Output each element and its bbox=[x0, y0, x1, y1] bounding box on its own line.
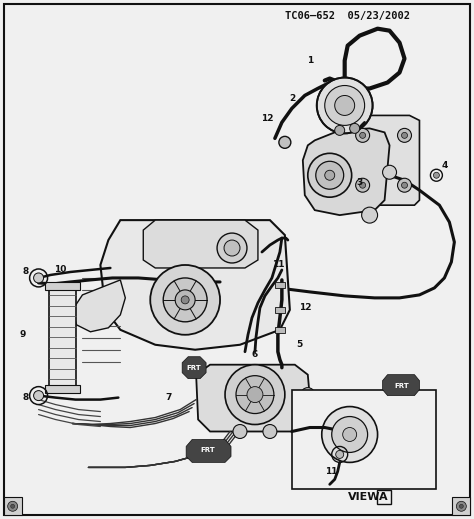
Text: 11: 11 bbox=[272, 261, 284, 269]
Circle shape bbox=[459, 504, 463, 508]
Text: 12: 12 bbox=[261, 114, 273, 123]
Bar bbox=[452, 497, 470, 515]
Circle shape bbox=[263, 425, 277, 439]
Text: 2: 2 bbox=[290, 94, 296, 103]
Polygon shape bbox=[182, 357, 206, 379]
Text: TC06–652  05/23/2002: TC06–652 05/23/2002 bbox=[285, 11, 410, 21]
Circle shape bbox=[356, 128, 370, 142]
Circle shape bbox=[401, 132, 408, 139]
Bar bbox=[292, 390, 437, 489]
Circle shape bbox=[279, 136, 291, 148]
Text: 7: 7 bbox=[165, 393, 172, 402]
Circle shape bbox=[335, 95, 355, 115]
Polygon shape bbox=[143, 220, 258, 268]
Circle shape bbox=[217, 233, 247, 263]
Bar bbox=[45, 282, 81, 290]
Circle shape bbox=[350, 124, 360, 133]
Circle shape bbox=[401, 182, 408, 188]
Circle shape bbox=[332, 417, 368, 453]
Polygon shape bbox=[73, 280, 125, 332]
Circle shape bbox=[398, 128, 411, 142]
Bar bbox=[275, 327, 285, 333]
Circle shape bbox=[322, 406, 378, 462]
Circle shape bbox=[456, 501, 466, 511]
Text: VIEW: VIEW bbox=[348, 493, 381, 502]
Circle shape bbox=[317, 77, 373, 133]
Polygon shape bbox=[350, 115, 419, 205]
Circle shape bbox=[163, 278, 207, 322]
Circle shape bbox=[325, 86, 365, 126]
Text: 9: 9 bbox=[19, 330, 26, 339]
Polygon shape bbox=[383, 375, 419, 395]
Text: 11: 11 bbox=[326, 467, 338, 476]
Circle shape bbox=[8, 501, 18, 511]
Text: 6: 6 bbox=[252, 350, 258, 359]
Circle shape bbox=[34, 391, 44, 401]
Circle shape bbox=[236, 376, 274, 414]
Circle shape bbox=[360, 182, 365, 188]
Circle shape bbox=[398, 178, 411, 192]
Text: 8: 8 bbox=[22, 267, 29, 277]
Text: 10: 10 bbox=[55, 266, 67, 275]
Circle shape bbox=[316, 161, 344, 189]
Circle shape bbox=[175, 290, 195, 310]
Polygon shape bbox=[303, 128, 390, 215]
Circle shape bbox=[360, 132, 365, 139]
Circle shape bbox=[343, 428, 356, 442]
Circle shape bbox=[150, 265, 220, 335]
Bar bbox=[275, 307, 285, 313]
Circle shape bbox=[181, 296, 189, 304]
Text: 3: 3 bbox=[356, 177, 363, 187]
Text: 5: 5 bbox=[297, 340, 303, 349]
Circle shape bbox=[336, 450, 344, 458]
Circle shape bbox=[247, 387, 263, 403]
Bar bbox=[45, 385, 81, 392]
Text: FRT: FRT bbox=[201, 447, 216, 454]
Text: 4: 4 bbox=[441, 161, 447, 170]
Circle shape bbox=[308, 153, 352, 197]
Circle shape bbox=[325, 170, 335, 180]
Circle shape bbox=[433, 172, 439, 178]
Circle shape bbox=[383, 165, 397, 179]
Text: A: A bbox=[379, 493, 388, 502]
Circle shape bbox=[301, 388, 315, 402]
Circle shape bbox=[225, 365, 285, 425]
Circle shape bbox=[362, 207, 378, 223]
Circle shape bbox=[34, 273, 44, 283]
Circle shape bbox=[356, 178, 370, 192]
Text: 1: 1 bbox=[307, 56, 313, 65]
Text: 12: 12 bbox=[299, 304, 311, 312]
Polygon shape bbox=[186, 440, 231, 462]
Polygon shape bbox=[196, 365, 312, 431]
Text: FRT: FRT bbox=[187, 365, 201, 371]
Text: FRT: FRT bbox=[394, 383, 409, 389]
Bar bbox=[48, 285, 76, 390]
Text: 8: 8 bbox=[22, 393, 29, 402]
Polygon shape bbox=[100, 220, 290, 350]
Bar bbox=[275, 282, 285, 288]
Circle shape bbox=[11, 504, 15, 508]
Circle shape bbox=[233, 425, 247, 439]
Circle shape bbox=[224, 240, 240, 256]
Circle shape bbox=[335, 126, 345, 135]
Bar bbox=[4, 497, 22, 515]
